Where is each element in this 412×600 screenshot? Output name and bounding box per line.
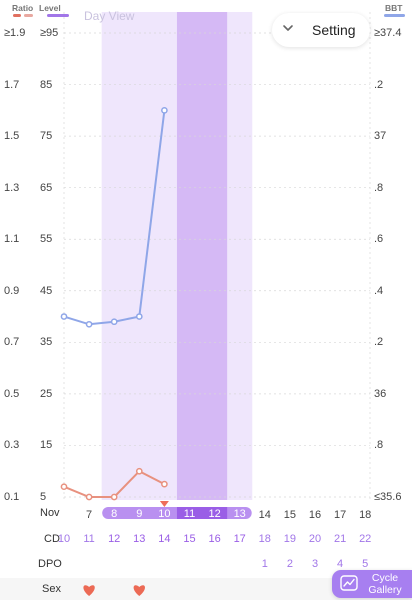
x-date-label: 18 bbox=[359, 509, 372, 521]
cd-value: 22 bbox=[359, 533, 372, 545]
y-level-tick-label: ≥95 bbox=[40, 27, 59, 39]
y-level-tick-label: 25 bbox=[40, 387, 53, 400]
selected-day-marker bbox=[159, 501, 169, 507]
y-bbt-tick-label: .4 bbox=[374, 284, 384, 297]
y-level-tick-label: 45 bbox=[40, 284, 53, 297]
ovulation-date-pill bbox=[176, 507, 228, 519]
y-bbt-tick-label: 36 bbox=[374, 387, 387, 400]
cd-row-label: CD bbox=[44, 533, 60, 545]
sex-row-background bbox=[0, 578, 412, 600]
cd-value: 11 bbox=[83, 533, 95, 545]
legend-level-label: Level bbox=[39, 3, 61, 13]
gallery-line-1: Cycle bbox=[371, 572, 399, 584]
setting-label: Setting bbox=[312, 22, 356, 38]
cd-value: 13 bbox=[133, 533, 146, 545]
cd-value: 12 bbox=[108, 533, 121, 545]
y-level-tick-label: 85 bbox=[40, 78, 53, 91]
x-date-label: 8 bbox=[111, 507, 118, 520]
chart-gallery-icon bbox=[340, 575, 358, 591]
series-point bbox=[60, 313, 68, 320]
cd-value: 21 bbox=[333, 533, 347, 545]
y-bbt-tick-label: ≤35.6 bbox=[374, 491, 402, 503]
x-date-label: 9 bbox=[136, 507, 143, 520]
chevron-down-icon bbox=[283, 25, 293, 31]
y-level-tick-label: 35 bbox=[40, 336, 53, 349]
x-date-label: 10 bbox=[158, 507, 171, 520]
y-bbt-tick-label: .6 bbox=[374, 233, 384, 246]
cd-value: 14 bbox=[158, 533, 171, 545]
x-date-label: 13 bbox=[233, 507, 246, 520]
cd-value: 15 bbox=[183, 533, 196, 545]
y-level-tick-label: 15 bbox=[40, 439, 53, 452]
y-ratio-tick-label: 0.1 bbox=[4, 491, 20, 503]
y-ratio-tick-label: ≥1.9 bbox=[4, 27, 26, 39]
series-point bbox=[85, 493, 93, 501]
view-title: Day View bbox=[84, 9, 135, 23]
x-date-label: 11 bbox=[183, 507, 196, 520]
series-point bbox=[161, 106, 168, 114]
y-level-tick-label: 5 bbox=[40, 491, 47, 503]
legend-bbt-swatch bbox=[384, 14, 405, 17]
dpo-value: 1 bbox=[261, 558, 268, 570]
x-date-label: 12 bbox=[208, 507, 221, 520]
series-point bbox=[161, 480, 168, 488]
y-level-tick-label: 75 bbox=[40, 130, 53, 143]
y-bbt-tick-label: ≥37.4 bbox=[374, 27, 402, 39]
y-bbt-tick-label: 37 bbox=[374, 130, 387, 143]
y-bbt-tick-label: .2 bbox=[374, 336, 384, 349]
series-point bbox=[60, 483, 68, 491]
y-ratio-tick-label: 0.7 bbox=[4, 336, 20, 349]
cycle-gallery-button[interactable]: Cycle Gallery bbox=[332, 570, 412, 598]
x-date-label: 7 bbox=[86, 509, 93, 521]
series-point bbox=[110, 493, 118, 501]
legend-ratio-swatch-light bbox=[24, 14, 33, 17]
x-date-label: 16 bbox=[308, 509, 322, 521]
x-date-label: 14 bbox=[258, 509, 271, 521]
dpo-value: 3 bbox=[311, 558, 319, 570]
series-point bbox=[135, 467, 143, 475]
cd-value: 10 bbox=[57, 533, 71, 545]
cd-value: 18 bbox=[258, 533, 271, 545]
y-ratio-tick-label: 0.9 bbox=[4, 284, 20, 297]
cd-value: 20 bbox=[308, 533, 322, 545]
y-ratio-tick-label: 1.3 bbox=[4, 181, 20, 194]
y-ratio-tick-label: 0.5 bbox=[4, 387, 20, 400]
y-bbt-tick-label: .8 bbox=[374, 439, 384, 452]
dpo-value: 2 bbox=[286, 558, 293, 570]
y-ratio-tick-label: 0.3 bbox=[4, 439, 20, 452]
legend-level-swatch bbox=[47, 14, 69, 17]
legend-ratio-label: Ratio bbox=[12, 3, 34, 13]
series-point bbox=[85, 320, 93, 328]
series-point bbox=[135, 313, 143, 320]
y-bbt-tick-label: .8 bbox=[374, 181, 384, 194]
setting-button[interactable]: Setting bbox=[272, 13, 370, 47]
cd-value: 17 bbox=[233, 533, 246, 545]
ovulation-band bbox=[176, 12, 228, 500]
y-bbt-tick-label: .2 bbox=[374, 78, 384, 91]
x-date-label: 15 bbox=[283, 509, 297, 521]
y-ratio-tick-label: 1.1 bbox=[4, 233, 20, 246]
y-ratio-tick-label: 1.7 bbox=[4, 78, 20, 91]
cd-value: 19 bbox=[283, 533, 297, 545]
y-ratio-tick-label: 1.5 bbox=[4, 130, 20, 143]
x-month-label: Nov bbox=[40, 507, 60, 519]
dpo-value: 4 bbox=[337, 558, 344, 570]
series-point bbox=[110, 318, 118, 326]
gallery-line-2: Gallery bbox=[368, 584, 402, 596]
y-level-tick-label: 55 bbox=[40, 233, 53, 246]
dpo-row-label: DPO bbox=[38, 558, 62, 570]
dpo-value: 5 bbox=[362, 558, 369, 570]
x-date-label: 17 bbox=[333, 509, 347, 521]
cd-value: 16 bbox=[208, 533, 221, 545]
sex-heart-icon bbox=[83, 585, 95, 596]
sex-row-label: Sex bbox=[42, 583, 61, 595]
legend-bbt-label: BBT bbox=[385, 3, 403, 13]
sex-heart-icon bbox=[133, 585, 145, 596]
legend-ratio-swatch bbox=[13, 14, 21, 17]
y-level-tick-label: 65 bbox=[40, 181, 53, 194]
